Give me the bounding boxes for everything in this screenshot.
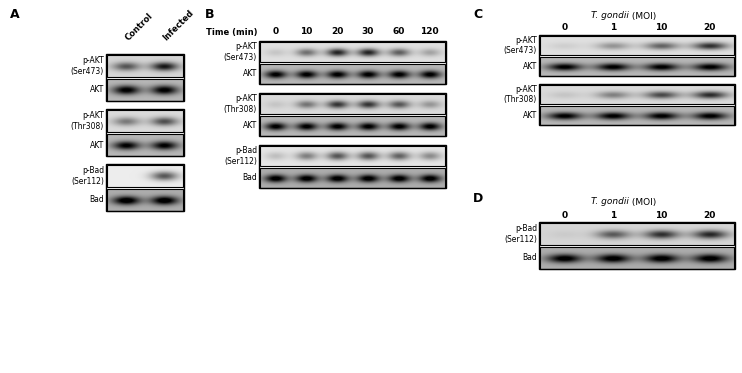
Text: C: C [473,8,482,21]
Bar [260,42,445,62]
Text: AKT: AKT [90,141,104,150]
Text: (MOI): (MOI) [629,197,656,207]
Text: p-Bad
(Ser112): p-Bad (Ser112) [71,166,104,186]
Text: T. gondii: T. gondii [591,12,629,21]
Bar [107,165,183,187]
Bar [107,189,183,211]
Text: AKT: AKT [523,62,537,71]
Text: AKT: AKT [523,111,537,120]
Text: 20: 20 [703,210,716,219]
Bar [540,85,734,104]
Bar [540,36,734,55]
Text: 20: 20 [331,28,344,37]
Text: 20: 20 [703,23,716,32]
Bar [539,222,735,269]
Bar [540,57,734,76]
Text: 60: 60 [393,28,405,37]
Text: p-Bad
(Ser112): p-Bad (Ser112) [504,224,537,244]
Bar [259,145,446,188]
Text: 10: 10 [655,210,668,219]
Text: D: D [473,192,483,205]
Bar [106,164,184,211]
Text: 10: 10 [300,28,312,37]
Bar [540,223,734,245]
Text: Control: Control [124,11,155,42]
Text: (MOI): (MOI) [629,12,656,21]
Text: 1: 1 [610,210,616,219]
Text: AKT: AKT [243,69,257,78]
Text: p-AKT
(Thr308): p-AKT (Thr308) [224,94,257,114]
Text: p-AKT
(Thr308): p-AKT (Thr308) [70,111,104,131]
Text: B: B [205,8,214,21]
Text: Time (min): Time (min) [206,28,257,37]
Text: 10: 10 [655,23,668,32]
Text: AKT: AKT [90,85,104,94]
Text: A: A [10,8,19,21]
Bar [260,146,445,166]
Bar [260,116,445,136]
Bar [260,94,445,114]
Bar [539,84,735,125]
Text: p-Bad
(Ser112): p-Bad (Ser112) [224,146,257,166]
Text: p-AKT
(Ser473): p-AKT (Ser473) [70,56,104,76]
Text: p-AKT
(Thr308): p-AKT (Thr308) [504,85,537,104]
Bar [107,79,183,101]
Bar [540,247,734,269]
Bar [259,41,446,84]
Bar [107,134,183,156]
Text: 0: 0 [561,210,568,219]
Text: Infected: Infected [162,8,196,42]
Bar [540,106,734,125]
Text: T. gondii: T. gondii [591,197,629,207]
Text: 120: 120 [420,28,439,37]
Bar [107,55,183,77]
Text: p-AKT
(Ser473): p-AKT (Ser473) [504,36,537,55]
Text: 0: 0 [561,23,568,32]
Text: AKT: AKT [243,122,257,131]
Bar [539,35,735,76]
Text: p-AKT
(Ser473): p-AKT (Ser473) [224,42,257,62]
Text: Bad: Bad [242,173,257,182]
Text: 1: 1 [610,23,616,32]
Bar [259,93,446,136]
Bar [106,54,184,101]
Bar [260,64,445,84]
Bar [260,168,445,188]
Text: Bad: Bad [522,254,537,263]
Text: 30: 30 [362,28,374,37]
Text: Bad: Bad [89,195,104,204]
Bar [107,110,183,132]
Bar [106,109,184,156]
Text: 0: 0 [272,28,278,37]
